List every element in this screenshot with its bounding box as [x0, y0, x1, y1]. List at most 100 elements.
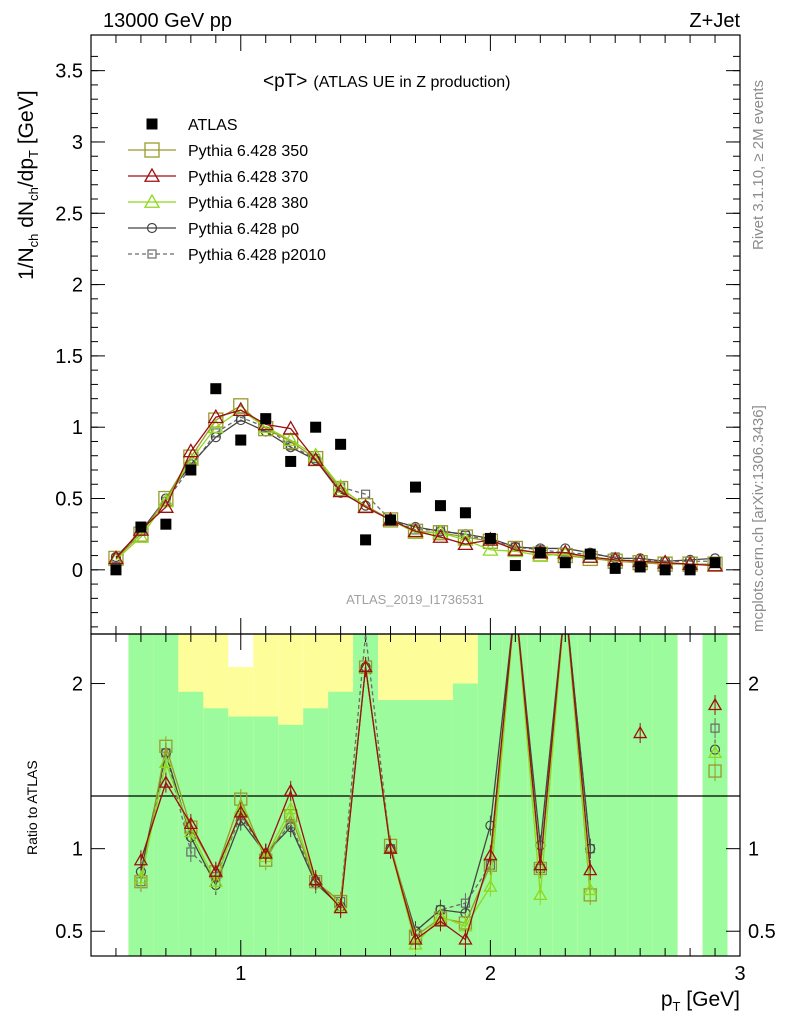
- band-green: [627, 634, 653, 956]
- ratio-point-p370: [283, 783, 298, 797]
- ratio-point-p370: [408, 932, 423, 945]
- legend: ATLAS Pythia 6.428 350 Pythia 6.428 370 Pyt…: [128, 117, 326, 264]
- ratio-plot-frame: [90, 633, 741, 957]
- rivet-tag: Rivet 3.1.10, ≥ 2M events: [750, 80, 767, 250]
- ratio-x-tick-label: 1: [235, 963, 246, 985]
- point-data: [559, 557, 571, 569]
- point-data: [110, 564, 122, 576]
- ratio-point-p370: [308, 872, 323, 886]
- main-y-tick-label: 0.5: [55, 489, 83, 511]
- site-tag: mcplots.cern.ch [arXiv:1306.3436]: [750, 405, 767, 632]
- header-right: Z+Jet: [689, 10, 740, 32]
- point-data: [684, 564, 696, 576]
- legend-marker-p380: [143, 193, 161, 208]
- main-y-tick-label: 2: [72, 275, 83, 297]
- ratio-point-p380: [183, 824, 198, 838]
- ratio-point-p380: [208, 874, 223, 887]
- point-data: [584, 548, 596, 560]
- ratio-y-tick-label-right: 1: [748, 839, 759, 861]
- point-p370: [457, 535, 474, 551]
- point-p370: [357, 498, 374, 513]
- band-green: [403, 700, 428, 956]
- ratio-point-p370: [233, 805, 248, 818]
- ratio-point-p370: [208, 864, 223, 877]
- legend-marker-data: [146, 118, 158, 130]
- point-data: [609, 562, 621, 574]
- ratio-point-p380: [483, 879, 498, 892]
- ratio-x-tick-label: 3: [734, 963, 745, 985]
- band-green: [477, 634, 503, 956]
- main-y-tick-label: 0: [72, 560, 83, 582]
- legend-label-p2010: Pythia 6.428 p2010: [188, 247, 326, 264]
- ratio-point-p370: [458, 932, 473, 945]
- legend-label-data: ATLAS: [188, 117, 238, 134]
- point-data: [484, 532, 496, 544]
- point-p380: [457, 531, 474, 546]
- point-p380: [432, 524, 449, 539]
- point-p370: [157, 498, 175, 513]
- main-series: [107, 383, 724, 576]
- plot-label: <pT> (ATLAS UE in Z production): [263, 71, 510, 92]
- point-p380: [282, 431, 299, 446]
- point-data: [459, 507, 471, 519]
- ratio-point-p370: [583, 862, 598, 876]
- ratio-point-p380: [158, 755, 174, 768]
- point-data: [534, 547, 546, 559]
- point-p380: [132, 528, 150, 543]
- band-green: [353, 634, 379, 956]
- point-p370: [407, 523, 424, 538]
- band-green: [228, 716, 254, 956]
- legend-marker-p2010: [147, 249, 157, 259]
- legend-label-p350: Pythia 6.428 350: [188, 143, 308, 160]
- point-p370: [307, 451, 324, 466]
- point-p380: [482, 541, 499, 556]
- point-data: [310, 421, 322, 433]
- point-p370: [432, 528, 449, 543]
- point-data: [385, 514, 397, 526]
- point-p370: [282, 420, 299, 435]
- point-data: [285, 455, 297, 467]
- ratio-line-p370: [140, 634, 591, 941]
- point-p370: [332, 483, 349, 498]
- ratio-point-p370: [483, 847, 498, 861]
- point-data: [210, 383, 222, 395]
- band-green: [253, 716, 279, 956]
- ratio-point-p370: [183, 816, 198, 830]
- legend-marker-p350: [144, 142, 160, 158]
- ratio-point-p370: [258, 846, 273, 859]
- main-y-tick-label: 2.5: [55, 203, 83, 225]
- ratio-point-p380: [583, 882, 598, 896]
- plot-label-main: <pT>: [263, 71, 307, 92]
- point-data: [160, 518, 172, 530]
- main-y-tick-label: 1.5: [55, 346, 83, 368]
- point-data: [434, 500, 446, 512]
- point-data: [335, 438, 347, 450]
- analysis-id: ATLAS_2019_I1736531: [346, 592, 484, 607]
- series-line-p370: [115, 409, 716, 567]
- ratio-point-p2010: [186, 847, 196, 857]
- point-p370: [507, 541, 524, 556]
- point-data: [634, 561, 646, 573]
- ratio-y-tick-label: 2: [72, 674, 83, 696]
- legend-label-p380: Pythia 6.428 380: [188, 195, 308, 212]
- ratio-y-tick-label: 1: [72, 839, 83, 861]
- ratio-point-p350: [708, 764, 722, 778]
- point-data: [659, 564, 671, 576]
- main-y-axis-label: 1/Nch dNch/dpT [GeV]: [15, 90, 41, 280]
- point-p350: [332, 480, 349, 497]
- band-green: [602, 634, 628, 956]
- ratio-point-p370: [383, 841, 398, 854]
- x-axis-label: pT [GeV]: [661, 988, 740, 1014]
- ratio-point-p380: [133, 871, 149, 884]
- ratio-point-p370: [158, 775, 174, 788]
- plot-label-sub: (ATLAS UE in Z production): [313, 74, 510, 91]
- legend-label-p0: Pythia 6.428 p0: [188, 221, 299, 238]
- point-p350: [233, 398, 249, 414]
- band-green: [128, 634, 154, 956]
- point-data: [260, 413, 272, 425]
- ratio-point-p370: [633, 725, 648, 739]
- ratio-y-tick-label: 0.5: [55, 921, 83, 943]
- point-data: [135, 521, 147, 533]
- series-line-p2010: [115, 416, 716, 562]
